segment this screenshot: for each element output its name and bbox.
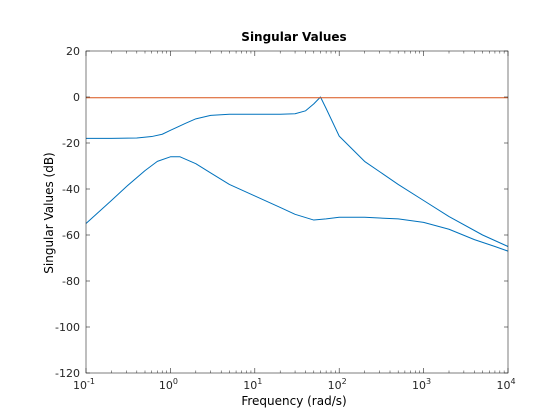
series-line-2 [85, 156, 509, 252]
y-tick-label: -20 [62, 137, 80, 150]
x-tick-label: 103 [412, 377, 431, 392]
chart-title: Singular Values [241, 30, 346, 44]
y-tick-label: -120 [55, 367, 80, 380]
y-tick-label: -80 [62, 275, 80, 288]
y-tick-label: -40 [62, 183, 80, 196]
y-tick-label: 0 [73, 91, 80, 104]
series-line-1 [86, 96, 509, 247]
x-tick-label: 104 [496, 377, 515, 392]
x-tick-label: 102 [328, 377, 347, 392]
axes-box [85, 50, 509, 374]
x-tick-label: 100 [159, 377, 178, 392]
y-axis-label: Singular Values (dB) [42, 152, 56, 273]
x-tick-label: 10-1 [73, 377, 95, 392]
x-tick-label: 101 [243, 377, 262, 392]
x-axis-label: Frequency (rad/s) [241, 394, 346, 408]
series-layer [85, 96, 509, 252]
y-tick-label: -60 [62, 229, 80, 242]
plot-area [86, 51, 508, 373]
y-tick-label: 20 [66, 45, 80, 58]
y-tick-label: -100 [55, 321, 80, 334]
